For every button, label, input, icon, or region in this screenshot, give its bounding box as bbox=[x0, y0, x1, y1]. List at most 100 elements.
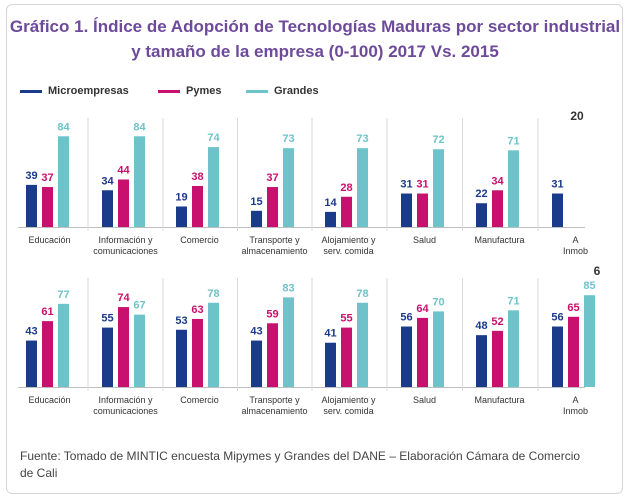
data-label-pymes: 37 bbox=[266, 172, 278, 184]
data-label-microempresas: 39 bbox=[25, 170, 37, 182]
category-label: Transporte y almacenamiento bbox=[241, 235, 307, 256]
chart-frame bbox=[6, 4, 623, 494]
data-label-pymes: 37 bbox=[41, 172, 53, 184]
data-label-pymes: 52 bbox=[491, 316, 503, 328]
data-label-microempresas: 15 bbox=[250, 196, 262, 208]
data-label-grandes: 83 bbox=[282, 282, 294, 294]
category-label: Alojamiento y serv. comida bbox=[321, 395, 376, 416]
bar-pymes bbox=[492, 330, 503, 387]
data-label-microempresas: 56 bbox=[551, 312, 563, 324]
data-label-grandes: 84 bbox=[133, 121, 146, 133]
data-label-grandes: 85 bbox=[583, 280, 595, 292]
bar-pymes bbox=[341, 327, 352, 387]
corner-label: 20 bbox=[570, 109, 584, 123]
category-label: Educación bbox=[28, 395, 70, 405]
bar-grandes bbox=[508, 150, 519, 227]
bar-grandes bbox=[433, 311, 444, 387]
bar-grandes bbox=[208, 147, 219, 227]
data-label-pymes: 65 bbox=[567, 302, 579, 314]
data-label-grandes: 71 bbox=[507, 135, 519, 147]
bar-pymes bbox=[568, 316, 579, 387]
data-label-microempresas: 55 bbox=[101, 313, 113, 325]
data-label-grandes: 84 bbox=[57, 121, 70, 133]
legend-label-pymes: Pymes bbox=[186, 85, 222, 97]
bar-grandes bbox=[208, 302, 219, 387]
data-label-microempresas: 43 bbox=[250, 326, 262, 338]
bar-grandes bbox=[584, 295, 595, 387]
data-label-pymes: 64 bbox=[416, 303, 429, 315]
data-label-microempresas: 31 bbox=[551, 179, 563, 191]
bar-microempresas bbox=[552, 326, 563, 387]
bar-microempresas bbox=[325, 342, 336, 387]
bar-microempresas bbox=[102, 190, 113, 227]
bar-microempresas bbox=[176, 329, 187, 387]
bar-microempresas bbox=[251, 210, 262, 227]
data-label-pymes: 59 bbox=[266, 308, 278, 320]
bar-microempresas bbox=[176, 206, 187, 227]
bar-pymes bbox=[492, 190, 503, 227]
bar-microempresas bbox=[325, 211, 336, 227]
bar-grandes bbox=[357, 148, 368, 227]
bar-grandes bbox=[433, 149, 444, 227]
data-label-pymes: 61 bbox=[41, 306, 53, 318]
bar-grandes bbox=[283, 148, 294, 227]
data-label-grandes: 72 bbox=[432, 134, 444, 146]
data-label-pymes: 34 bbox=[491, 175, 504, 187]
legend-label-grandes: Grandes bbox=[274, 85, 319, 97]
category-label: Salud bbox=[413, 395, 436, 405]
bar-pymes bbox=[417, 317, 428, 387]
bar-microempresas bbox=[26, 184, 37, 227]
data-label-pymes: 31 bbox=[416, 179, 428, 191]
data-label-microempresas: 22 bbox=[475, 188, 487, 200]
data-label-microempresas: 41 bbox=[324, 328, 336, 340]
data-label-pymes: 38 bbox=[191, 171, 203, 183]
data-label-microempresas: 53 bbox=[175, 315, 187, 327]
bar-microempresas bbox=[552, 193, 563, 227]
data-label-pymes: 55 bbox=[340, 313, 352, 325]
corner-label: 6 bbox=[594, 264, 601, 278]
data-label-grandes: 73 bbox=[356, 133, 368, 145]
bar-pymes bbox=[192, 318, 203, 387]
bar-grandes bbox=[134, 314, 145, 387]
category-label: Comercio bbox=[180, 235, 219, 245]
bar-pymes bbox=[192, 185, 203, 227]
data-label-grandes: 78 bbox=[207, 288, 219, 300]
chart-title: Gráfico 1. Índice de Adopción de Tecnolo… bbox=[0, 14, 630, 64]
data-label-pymes: 63 bbox=[191, 304, 203, 316]
bar-pymes bbox=[42, 187, 53, 227]
bar-pymes bbox=[118, 307, 129, 387]
bar-grandes bbox=[134, 136, 145, 227]
category-label: Comercio bbox=[180, 395, 219, 405]
data-label-pymes: 74 bbox=[117, 292, 130, 304]
bar-grandes bbox=[283, 297, 294, 387]
bar-grandes bbox=[58, 303, 69, 387]
data-label-grandes: 78 bbox=[356, 288, 368, 300]
data-label-microempresas: 43 bbox=[25, 326, 37, 338]
data-label-grandes: 67 bbox=[133, 300, 145, 312]
bar-grandes bbox=[357, 302, 368, 387]
bar-microempresas bbox=[476, 335, 487, 387]
data-label-grandes: 77 bbox=[57, 289, 69, 301]
data-label-microempresas: 19 bbox=[175, 191, 187, 203]
bar-grandes bbox=[508, 310, 519, 387]
bar-microempresas bbox=[401, 193, 412, 227]
bar-microempresas bbox=[251, 340, 262, 387]
data-label-microempresas: 31 bbox=[400, 179, 412, 191]
category-label: Salud bbox=[413, 235, 436, 245]
bar-microempresas bbox=[401, 326, 412, 387]
bar-microempresas bbox=[102, 327, 113, 387]
category-label: Alojamiento y serv. comida bbox=[321, 235, 376, 256]
bar-pymes bbox=[267, 323, 278, 387]
bar-pymes bbox=[42, 321, 53, 387]
source-note: Fuente: Tomado de MINTIC encuesta Mipyme… bbox=[20, 449, 581, 480]
bar-microempresas bbox=[476, 203, 487, 227]
bar-pymes bbox=[267, 187, 278, 227]
data-label-grandes: 71 bbox=[507, 295, 519, 307]
category-label: Información y comunicaciones bbox=[93, 235, 158, 256]
category-label: Educación bbox=[28, 235, 70, 245]
bar-grandes bbox=[58, 136, 69, 227]
legend-swatch-grandes bbox=[246, 90, 268, 93]
bar-charts: Educación Información y comunicaciones Come… bbox=[18, 109, 601, 416]
legend-label-microempresas: Microempresas bbox=[48, 85, 129, 97]
data-label-pymes: 28 bbox=[340, 182, 352, 194]
